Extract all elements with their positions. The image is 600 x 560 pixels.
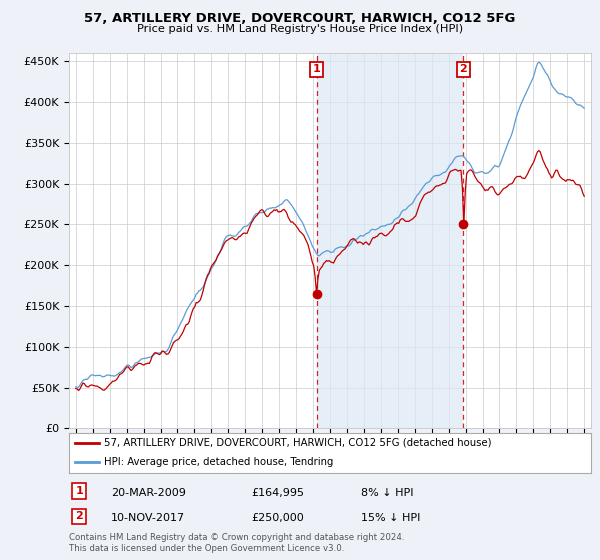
Text: 57, ARTILLERY DRIVE, DOVERCOURT, HARWICH, CO12 5FG: 57, ARTILLERY DRIVE, DOVERCOURT, HARWICH… (85, 12, 515, 25)
Text: 8% ↓ HPI: 8% ↓ HPI (361, 488, 414, 498)
Text: 1: 1 (75, 486, 83, 496)
Text: £164,995: £164,995 (252, 488, 305, 498)
Text: 1: 1 (313, 64, 320, 74)
Text: 2: 2 (460, 64, 467, 74)
Text: 57, ARTILLERY DRIVE, DOVERCOURT, HARWICH, CO12 5FG (detached house): 57, ARTILLERY DRIVE, DOVERCOURT, HARWICH… (104, 438, 492, 448)
Text: 15% ↓ HPI: 15% ↓ HPI (361, 514, 421, 524)
Text: Price paid vs. HM Land Registry's House Price Index (HPI): Price paid vs. HM Land Registry's House … (137, 24, 463, 34)
Bar (317, 53, 463, 428)
Text: HPI: Average price, detached house, Tendring: HPI: Average price, detached house, Tend… (104, 457, 334, 467)
Text: Contains HM Land Registry data © Crown copyright and database right 2024.
This d: Contains HM Land Registry data © Crown c… (69, 533, 404, 553)
Text: £250,000: £250,000 (252, 514, 304, 524)
Text: 2: 2 (75, 511, 83, 521)
Text: 10-NOV-2017: 10-NOV-2017 (111, 514, 185, 524)
Text: 20-MAR-2009: 20-MAR-2009 (111, 488, 185, 498)
